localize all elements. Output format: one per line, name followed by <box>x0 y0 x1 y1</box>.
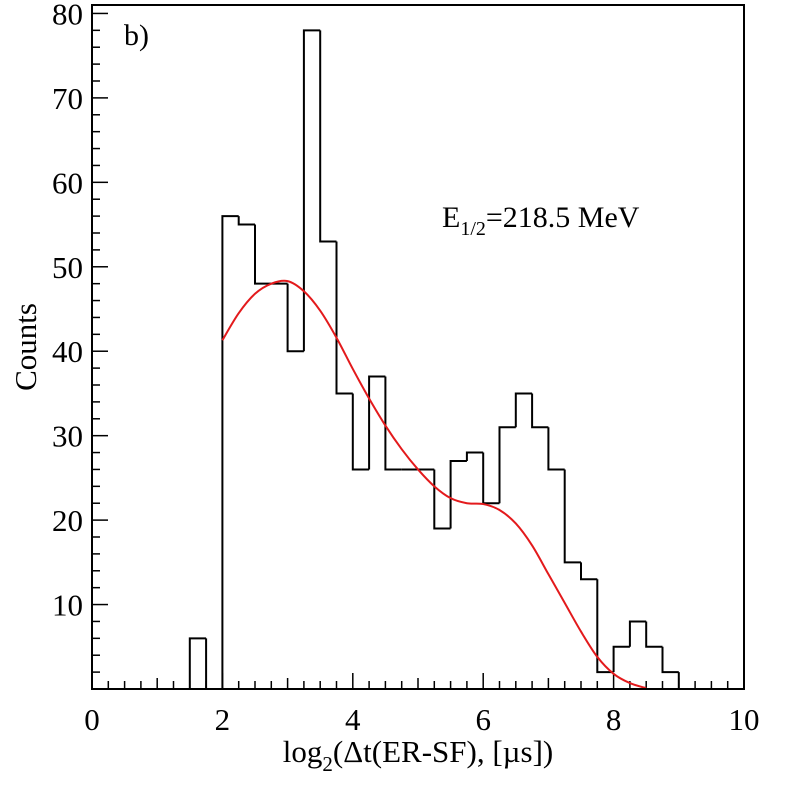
histogram-bin <box>645 621 663 648</box>
annotation-value: =218.5 MeV <box>486 201 640 234</box>
histogram-bin <box>661 646 679 674</box>
histogram-bin <box>465 451 484 461</box>
annotation-subscript: 1/2 <box>460 218 486 240</box>
x-tick-labels: 0 2 4 6 8 10 <box>84 702 759 737</box>
x-tick-label: 4 <box>345 702 361 737</box>
histogram-bin <box>205 638 223 690</box>
histogram-bin <box>335 241 353 395</box>
histogram-bin <box>368 375 386 470</box>
histogram-bin <box>351 393 370 471</box>
x-axis-title-rest: (Δt(ER-SF), [µs]) <box>333 734 553 769</box>
histogram-bin <box>531 393 549 429</box>
histogram-bin <box>628 620 647 647</box>
histogram-bin <box>547 427 565 471</box>
histogram-bin <box>580 562 598 581</box>
y-tick-label: 60 <box>52 165 83 200</box>
y-tick-label: 70 <box>52 81 83 116</box>
x-tick-label: 8 <box>606 702 622 737</box>
histogram-bin <box>384 376 402 471</box>
histogram-bin <box>596 579 614 674</box>
y-tick-label: 20 <box>52 503 83 538</box>
x-axis-title: log2(Δt(ER-SF), [µs]) <box>283 734 553 776</box>
y-tick-label: 30 <box>52 419 83 454</box>
histogram-bin <box>302 29 321 352</box>
annotation-main: E <box>442 201 460 234</box>
y-tick-label: 50 <box>52 250 83 285</box>
panel-label: b) <box>124 19 149 52</box>
energy-annotation: E1/2=218.5 MeV <box>442 201 640 240</box>
histogram-bin <box>612 645 630 673</box>
histogram-bin <box>237 216 255 226</box>
y-tick-label: 10 <box>52 588 83 623</box>
axis-ticks <box>91 12 745 689</box>
histogram-bin <box>254 224 272 285</box>
fit-curve-line <box>221 279 647 690</box>
x-axis-title-log: log <box>283 734 323 769</box>
histogram-bin <box>221 215 239 689</box>
histogram-series <box>92 29 744 690</box>
fit-curve-series <box>221 279 647 690</box>
x-tick-label: 10 <box>729 702 760 737</box>
y-axis-title: Counts <box>8 303 43 391</box>
histogram-bin <box>514 392 533 428</box>
histogram-bin <box>482 452 500 505</box>
histogram-bin <box>188 637 207 689</box>
y-tick-labels: 10 20 30 40 50 60 70 80 <box>52 0 83 623</box>
x-tick-label: 0 <box>84 702 100 737</box>
x-tick-label: 6 <box>475 702 491 737</box>
histogram-bin <box>449 460 467 529</box>
histogram-bin <box>498 426 516 504</box>
histogram-bin <box>563 469 581 564</box>
x-tick-label: 2 <box>215 702 231 737</box>
y-tick-label: 40 <box>52 334 83 369</box>
plot-frame <box>91 4 745 690</box>
y-tick-label: 80 <box>52 0 83 31</box>
histogram-bin <box>433 469 451 530</box>
histogram-bin <box>286 283 304 353</box>
histogram-bin <box>677 672 696 690</box>
histogram-bin <box>319 30 337 243</box>
x-axis-title-subscript: 2 <box>322 752 333 776</box>
